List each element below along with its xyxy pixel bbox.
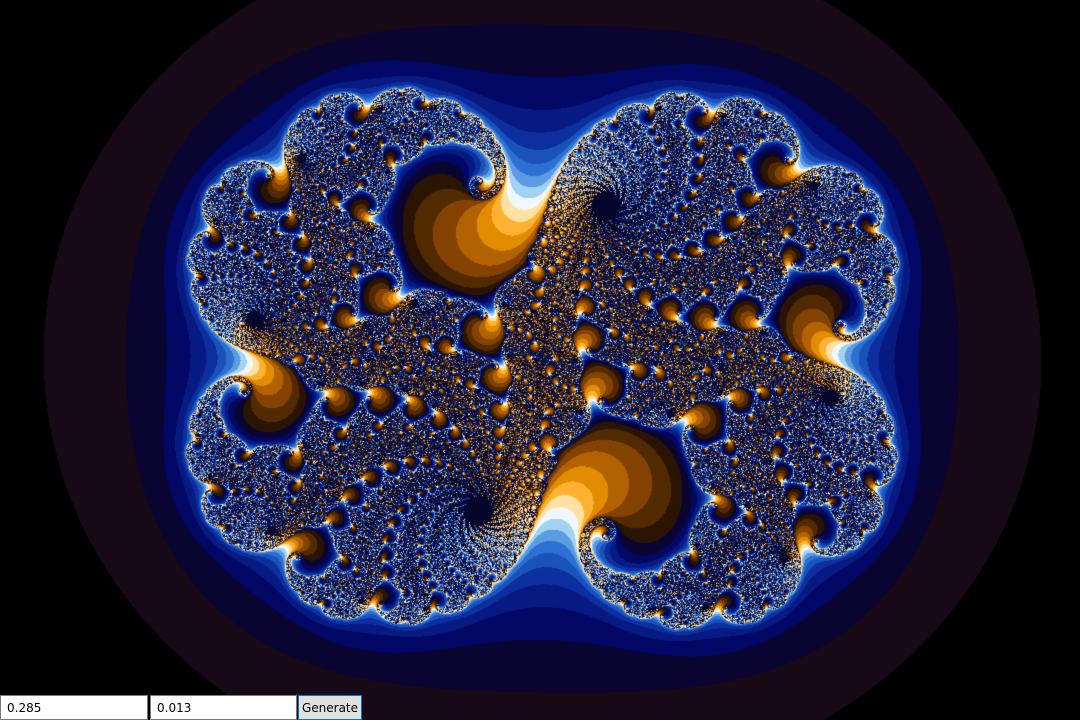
imaginary-input[interactable] <box>150 695 297 720</box>
generate-button[interactable]: Generate <box>298 695 362 720</box>
real-input[interactable] <box>0 695 148 720</box>
